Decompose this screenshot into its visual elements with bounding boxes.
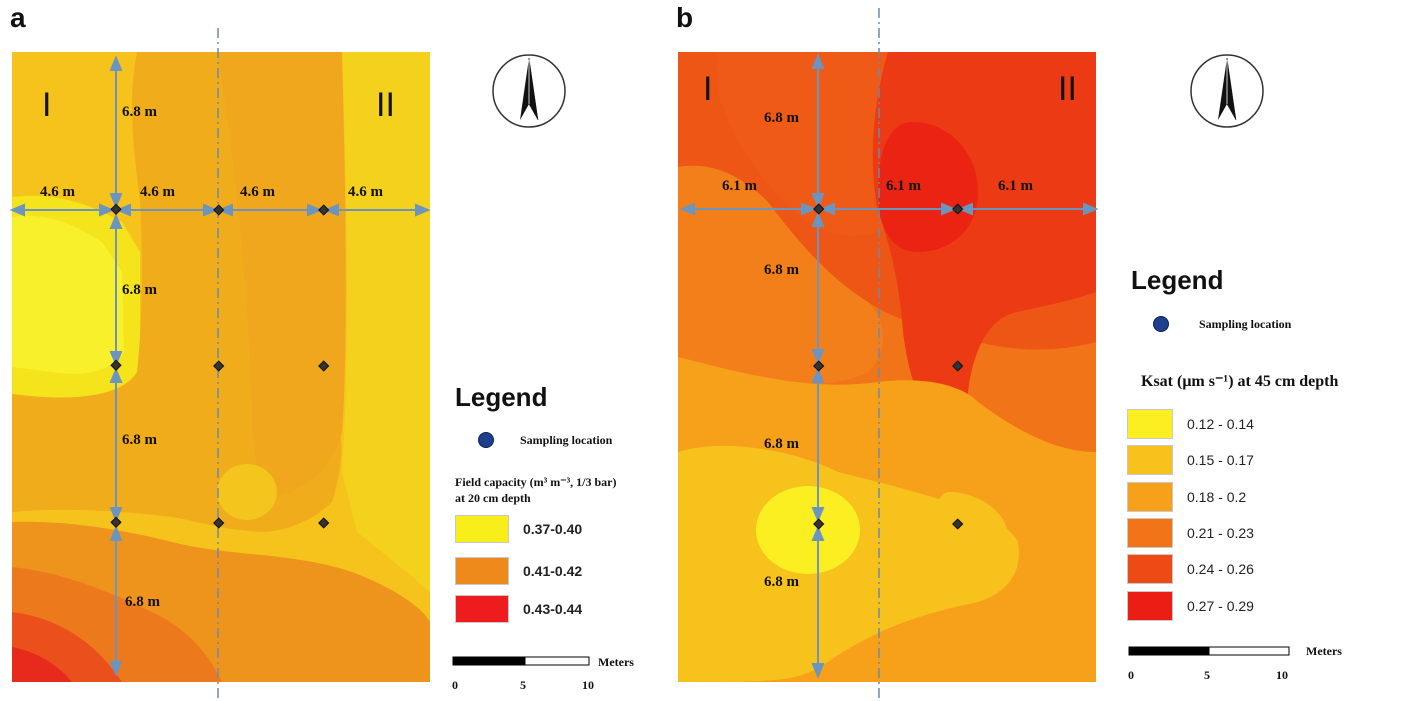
panel-a-dim-v3: 6.8 m xyxy=(122,432,157,448)
panel-a-scale-tick-5: 5 xyxy=(520,678,526,692)
panel-b-zone-left: I xyxy=(703,70,713,108)
panel-a-scale-unit: Meters xyxy=(598,655,634,669)
panel-a-scale-tick-10: 10 xyxy=(582,678,594,692)
panel-b-scale-tick-5: 5 xyxy=(1204,668,1210,682)
panel-b-legend-title: Legend xyxy=(1131,265,1224,295)
map-b-west-orange xyxy=(678,165,883,384)
panel-b-class-1-label: 0.12 - 0.14 xyxy=(1187,416,1254,432)
panel-a-legend-title: Legend xyxy=(455,382,548,412)
panel-b-map xyxy=(678,52,1096,682)
panel-a-dim-v2: 6.8 m xyxy=(122,282,157,298)
panel-a-dim-h1: 4.6 m xyxy=(40,184,75,200)
panel-b-class-6-swatch xyxy=(1127,591,1173,621)
panel-b-class-3: 0.18 - 0.2 xyxy=(1127,482,1246,512)
panel-a-class-2: 0.41-0.42 xyxy=(455,557,582,585)
panel-a-class-3: 0.43-0.44 xyxy=(455,595,582,623)
panel-b-vertical-dims xyxy=(811,53,825,679)
panel-b-class-3-swatch xyxy=(1127,482,1173,512)
map-a-bright-yellow-core xyxy=(12,215,124,374)
panel-a-class-1-label: 0.37-0.40 xyxy=(523,521,583,537)
map-a-yellow-bubble xyxy=(217,464,277,520)
panel-b-scale-tick-10: 10 xyxy=(1276,668,1288,682)
panel-b-sampling-label: Sampling location xyxy=(1199,316,1292,331)
panel-b-dim-v2: 6.8 m xyxy=(764,262,799,278)
panel-b-scale-bar xyxy=(1128,646,1290,656)
map-b-deep-red-core xyxy=(878,122,978,252)
map-a-central-orange xyxy=(217,52,346,497)
panel-a-dim-v1: 6.8 m xyxy=(122,104,157,120)
panel-a-letter: a xyxy=(10,2,26,33)
panel-a-class-3-label: 0.43-0.44 xyxy=(523,601,583,617)
panel-b-north-arrow xyxy=(1190,54,1264,128)
panel-b-class-3-label: 0.18 - 0.2 xyxy=(1187,489,1247,505)
panel-b-class-5-label: 0.24 - 0.26 xyxy=(1187,561,1254,577)
sampling-location-icon xyxy=(1153,316,1169,332)
panel-a-class-1: 0.37-0.40 xyxy=(455,515,582,543)
panel-b-class-4: 0.21 - 0.23 xyxy=(1127,518,1254,548)
panel-a-zone-left: I xyxy=(42,86,52,124)
panel-a-zone-right: II xyxy=(376,86,395,124)
panel-a-variable-line1: Field capacity (m³ m⁻³, 1/3 bar) xyxy=(455,475,617,489)
sampling-location-icon xyxy=(478,432,494,448)
panel-a-dim-v4: 6.8 m xyxy=(125,594,160,610)
panel-a-class-3-swatch xyxy=(455,595,509,623)
panel-a-variable-title: Field capacity (m³ m⁻³, 1/3 bar) at 20 c… xyxy=(455,474,617,506)
panel-b-horizontal-dims xyxy=(679,202,1099,216)
panel-a-horizontal-dims xyxy=(9,203,431,217)
panel-b-dim-h2: 6.1 m xyxy=(886,178,921,194)
panel-a-dim-h2: 4.6 m xyxy=(140,184,175,200)
panel-b-dim-v3: 6.8 m xyxy=(764,436,799,452)
panel-a-vertical-dims xyxy=(109,55,123,677)
panel-b-dim-h1: 6.1 m xyxy=(722,178,757,194)
panel-a-dim-h3: 4.6 m xyxy=(240,184,275,200)
panel-a-scale-bar xyxy=(452,656,590,666)
map-b-east-bubble xyxy=(931,492,1008,569)
panel-a-sampling-points xyxy=(110,203,330,529)
map-a-light-east-zone xyxy=(342,52,430,592)
panel-a-dim-h4: 4.6 m xyxy=(348,184,383,200)
panel-b-scale-unit: Meters xyxy=(1306,644,1342,658)
panel-b-scale-tick-0: 0 xyxy=(1128,668,1134,682)
panel-a-class-2-label: 0.41-0.42 xyxy=(523,563,583,579)
panel-b-legend-sampling: Sampling location xyxy=(1153,316,1291,332)
panel-a-class-1-swatch xyxy=(455,515,509,543)
panel-b-variable-title: Ksat (μm s⁻¹) at 45 cm depth xyxy=(1141,373,1339,390)
panel-b-sampling-points xyxy=(813,203,964,530)
panel-b-class-5: 0.24 - 0.26 xyxy=(1127,554,1254,584)
panel-b-class-5-swatch xyxy=(1127,554,1173,584)
panel-a-north-arrow xyxy=(492,54,566,128)
panel-a-variable-line2: at 20 cm depth xyxy=(455,491,531,505)
panel-b-class-6-label: 0.27 - 0.29 xyxy=(1187,598,1254,614)
panel-b-zone-right: II xyxy=(1058,70,1077,108)
panel-b-class-2: 0.15 - 0.17 xyxy=(1127,445,1254,475)
panel-b-class-4-swatch xyxy=(1127,518,1173,548)
panel-b-class-2-label: 0.15 - 0.17 xyxy=(1187,452,1254,468)
map-b-south-yellow-orange xyxy=(678,445,1019,682)
panel-b-dim-v4: 6.8 m xyxy=(764,574,799,590)
panel-a-sampling-label: Sampling location xyxy=(520,432,613,447)
panel-b-class-6: 0.27 - 0.29 xyxy=(1127,591,1254,621)
map-b-yellow-core xyxy=(756,486,860,574)
panel-b-dim-v1: 6.8 m xyxy=(764,110,799,126)
panel-a-legend-sampling: Sampling location xyxy=(478,432,612,448)
panel-a-scale-tick-0: 0 xyxy=(452,678,458,692)
panel-b-dim-h3: 6.1 m xyxy=(998,178,1033,194)
panel-a-class-2-swatch xyxy=(455,557,509,585)
panel-b-class-4-label: 0.21 - 0.23 xyxy=(1187,525,1254,541)
map-a-deep-red-corner xyxy=(12,647,72,682)
panel-b-class-2-swatch xyxy=(1127,445,1173,475)
panel-b-class-1-swatch xyxy=(1127,409,1173,439)
panel-b-class-1: 0.12 - 0.14 xyxy=(1127,409,1254,439)
panel-b-letter: b xyxy=(676,2,694,33)
